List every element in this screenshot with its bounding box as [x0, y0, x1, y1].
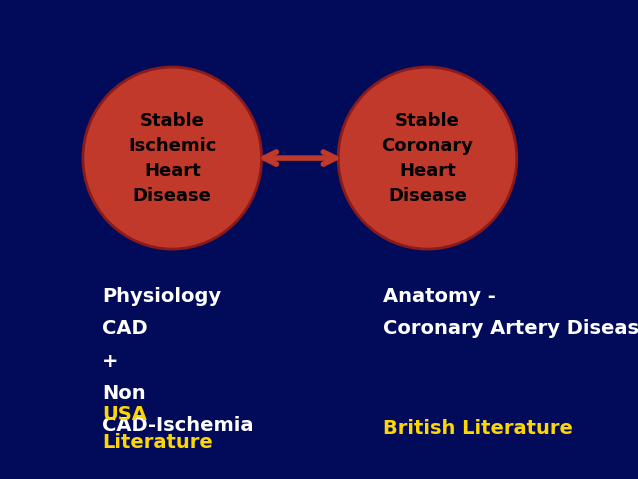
Text: Literature: Literature — [102, 433, 213, 453]
Text: Physiology: Physiology — [102, 287, 221, 307]
Text: CAD-Ischemia: CAD-Ischemia — [102, 416, 253, 435]
Text: Coronary Artery Disease: Coronary Artery Disease — [383, 319, 638, 339]
Text: Stable
Ischemic
Heart
Disease: Stable Ischemic Heart Disease — [128, 112, 216, 205]
Text: Non: Non — [102, 384, 145, 403]
Ellipse shape — [83, 67, 262, 249]
Text: British Literature: British Literature — [383, 419, 573, 438]
Text: USA: USA — [102, 405, 147, 424]
Ellipse shape — [338, 67, 517, 249]
Text: CAD: CAD — [102, 319, 148, 339]
Text: +: + — [102, 352, 119, 371]
Text: Stable
Coronary
Heart
Disease: Stable Coronary Heart Disease — [382, 112, 473, 205]
FancyArrowPatch shape — [264, 152, 336, 164]
Text: Anatomy -: Anatomy - — [383, 287, 496, 307]
